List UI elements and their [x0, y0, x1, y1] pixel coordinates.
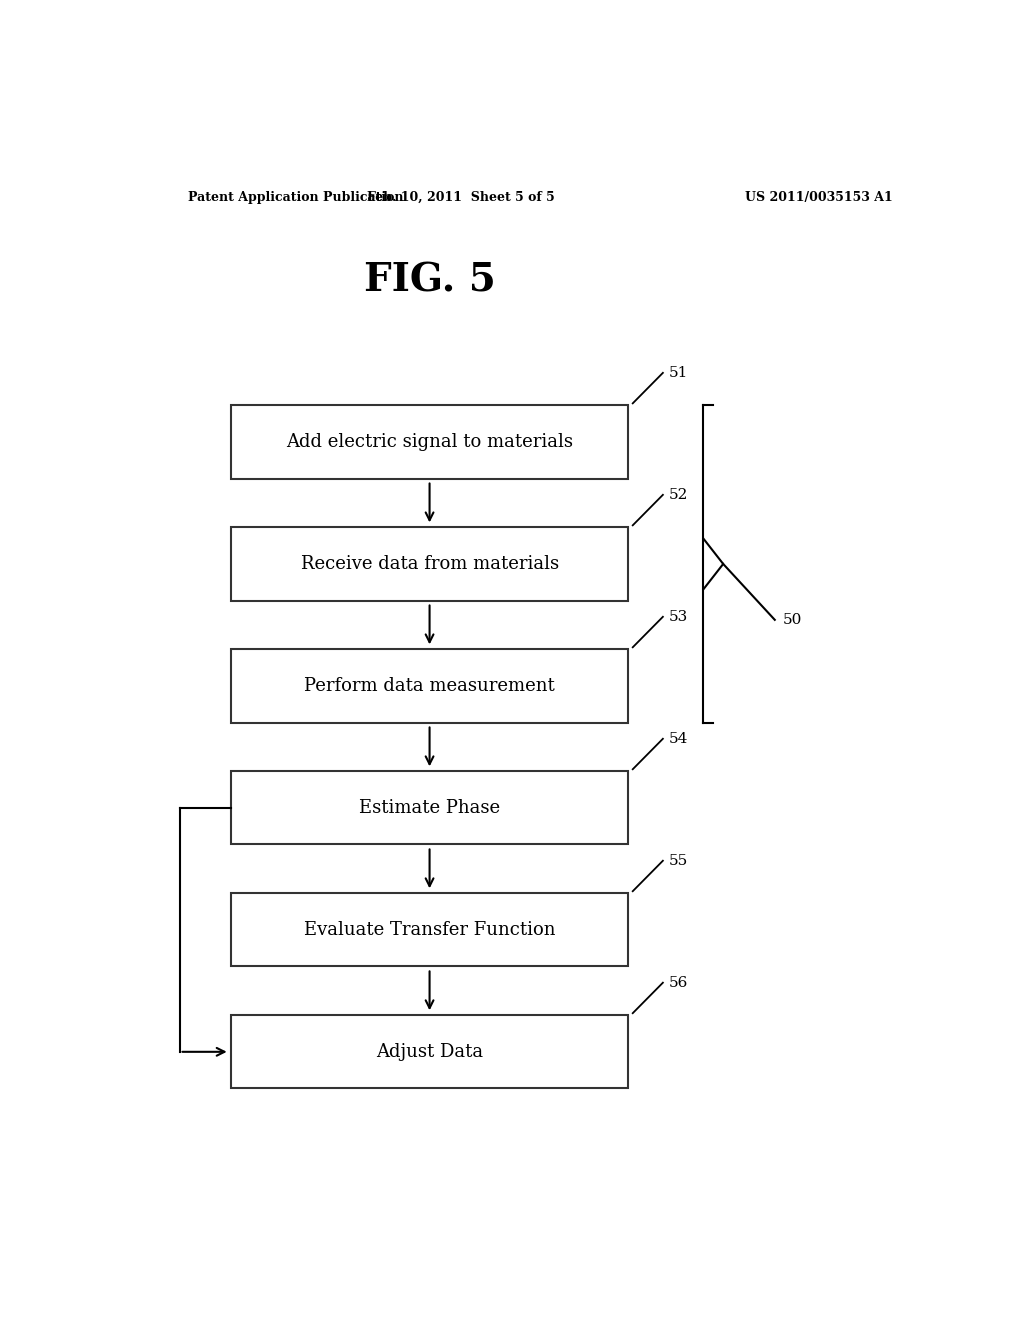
- FancyBboxPatch shape: [231, 405, 628, 479]
- Text: Adjust Data: Adjust Data: [376, 1043, 483, 1061]
- Text: US 2011/0035153 A1: US 2011/0035153 A1: [744, 190, 892, 203]
- FancyBboxPatch shape: [231, 528, 628, 601]
- Text: Perform data measurement: Perform data measurement: [304, 677, 555, 694]
- Text: Evaluate Transfer Function: Evaluate Transfer Function: [304, 921, 555, 939]
- Text: 50: 50: [782, 612, 802, 627]
- Text: Add electric signal to materials: Add electric signal to materials: [286, 433, 573, 451]
- FancyBboxPatch shape: [231, 649, 628, 722]
- FancyBboxPatch shape: [231, 771, 628, 845]
- Text: Feb. 10, 2011  Sheet 5 of 5: Feb. 10, 2011 Sheet 5 of 5: [368, 190, 555, 203]
- Text: 54: 54: [669, 731, 688, 746]
- Text: 51: 51: [669, 366, 688, 380]
- Text: Estimate Phase: Estimate Phase: [359, 799, 500, 817]
- Text: FIG. 5: FIG. 5: [364, 261, 496, 300]
- FancyBboxPatch shape: [231, 1015, 628, 1089]
- Text: 56: 56: [669, 975, 688, 990]
- Text: 55: 55: [669, 854, 688, 867]
- Text: 53: 53: [669, 610, 688, 624]
- Text: 52: 52: [669, 488, 688, 502]
- Text: Receive data from materials: Receive data from materials: [300, 554, 559, 573]
- FancyBboxPatch shape: [231, 894, 628, 966]
- Text: Patent Application Publication: Patent Application Publication: [187, 190, 403, 203]
